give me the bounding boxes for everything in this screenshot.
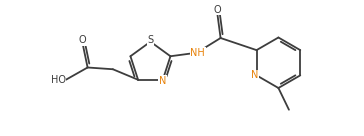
Text: O: O (79, 35, 86, 46)
Text: O: O (213, 5, 221, 15)
Text: N: N (251, 70, 258, 80)
Text: NH: NH (190, 48, 205, 58)
Text: HO: HO (51, 75, 66, 85)
Text: S: S (147, 35, 154, 45)
Text: N: N (159, 76, 166, 86)
